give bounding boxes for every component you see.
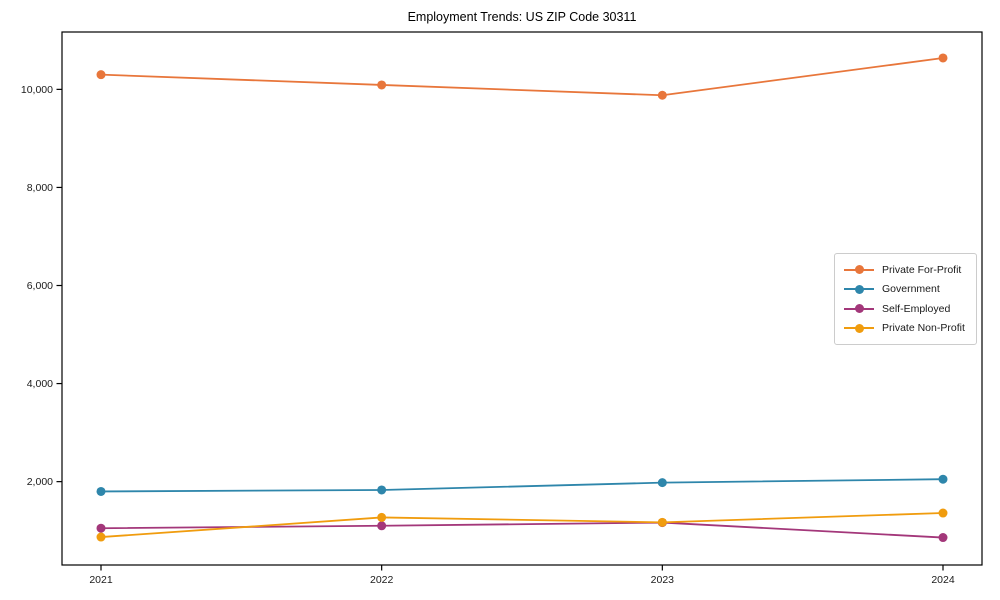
- x-axis-tick-label: 2021: [89, 574, 113, 586]
- data-point-private-non-profit-2023: [657, 517, 667, 527]
- series-line-private-non-profit: [100, 512, 944, 538]
- data-point-self-employed-2022: [377, 521, 387, 531]
- data-point-government-2024: [938, 474, 948, 484]
- y-axis-tick-label: 2,000: [27, 476, 53, 488]
- legend-item-private-non-profit: Private Non-Profit: [844, 319, 967, 338]
- legend: Private For-Profit Government Self-Emplo…: [834, 253, 977, 345]
- line-dot-marker-icon: [844, 323, 874, 333]
- y-axis-tick-label: 6,000: [27, 280, 53, 292]
- legend-item-private-for-profit: Private For-Profit: [844, 260, 967, 279]
- legend-label: Government: [882, 283, 940, 296]
- series-line-government: [100, 478, 944, 493]
- data-point-government-2021: [96, 486, 106, 496]
- x-axis-tick-label: 2022: [370, 574, 394, 586]
- data-point-private-for-profit-2021: [96, 70, 106, 80]
- series-line-self-employed: [100, 521, 944, 539]
- plot-frame: [61, 31, 983, 566]
- legend-item-self-employed: Self-Employed: [844, 299, 967, 318]
- data-point-self-employed-2021: [96, 523, 106, 533]
- legend-item-government: Government: [844, 280, 967, 299]
- legend-label: Private For-Profit: [882, 263, 962, 276]
- line-dot-marker-icon: [844, 265, 874, 275]
- x-axis-tick-label: 2024: [931, 574, 955, 586]
- legend-label: Private Non-Profit: [882, 322, 965, 335]
- series-line-private-for-profit: [100, 57, 944, 97]
- data-point-private-non-profit-2024: [938, 508, 948, 518]
- data-point-self-employed-2024: [938, 533, 948, 543]
- data-point-private-for-profit-2024: [938, 53, 948, 63]
- legend-label: Self-Employed: [882, 302, 951, 315]
- data-point-private-non-profit-2022: [377, 512, 387, 522]
- y-axis-tick-label: 8,000: [27, 182, 53, 194]
- line-dot-marker-icon: [844, 284, 874, 294]
- y-axis-tick-label: 10,000: [21, 84, 53, 96]
- chart-title: Employment Trends: US ZIP Code 30311: [407, 10, 637, 24]
- x-axis-tick-label: 2023: [651, 574, 675, 586]
- data-point-private-for-profit-2023: [657, 90, 667, 100]
- data-point-government-2023: [657, 478, 667, 488]
- data-point-private-for-profit-2022: [377, 80, 387, 90]
- data-point-government-2022: [377, 485, 387, 495]
- line-dot-marker-icon: [844, 304, 874, 314]
- data-point-private-non-profit-2021: [96, 532, 106, 542]
- y-axis-tick-label: 4,000: [27, 378, 53, 390]
